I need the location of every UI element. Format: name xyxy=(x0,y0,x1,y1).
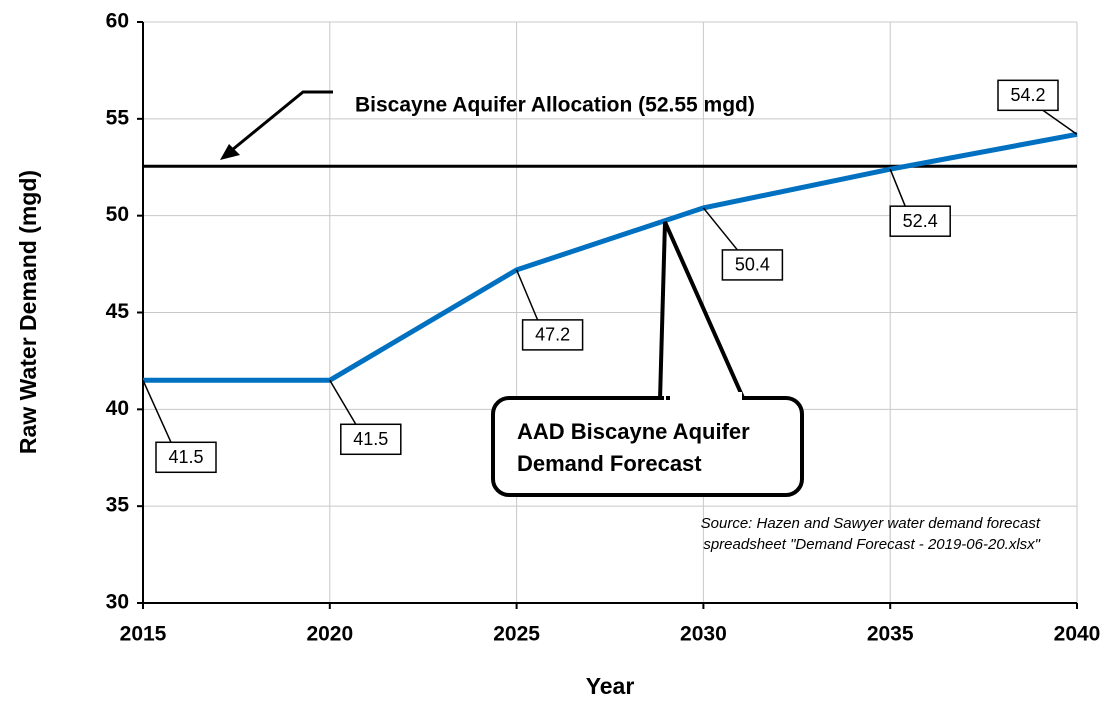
arrow-head xyxy=(220,144,240,160)
callout-gap xyxy=(664,392,742,400)
y-tick-label: 30 xyxy=(106,591,129,614)
callout-text: Demand Forecast xyxy=(517,451,702,476)
label-box xyxy=(721,249,784,281)
y-tick-label: 60 xyxy=(106,10,129,33)
callout-pointer xyxy=(657,221,748,402)
label-box xyxy=(340,423,402,456)
label-leader xyxy=(515,269,539,321)
label-box xyxy=(889,205,951,237)
label-box xyxy=(155,441,217,474)
label-leader xyxy=(1042,109,1078,135)
label-box xyxy=(521,319,584,351)
x-axis-title: Year xyxy=(586,673,635,699)
x-tick-label: 2025 xyxy=(493,623,540,646)
label-box xyxy=(997,79,1059,112)
callout-text: AAD Biscayne Aquifer xyxy=(517,419,750,444)
y-tick-label: 55 xyxy=(106,106,130,129)
data-label: 47.2 xyxy=(535,325,570,345)
x-tick-label: 2030 xyxy=(680,623,727,646)
data-label: 50.4 xyxy=(735,255,770,275)
label-leader xyxy=(329,379,357,425)
y-tick-label: 40 xyxy=(106,397,129,420)
y-tick-label: 50 xyxy=(106,203,129,226)
x-tick-label: 2035 xyxy=(867,623,914,646)
label-leader xyxy=(142,379,172,443)
y-tick-label: 35 xyxy=(106,494,130,517)
label-leader xyxy=(702,207,738,251)
data-label: 41.5 xyxy=(168,447,203,467)
y-tick-label: 45 xyxy=(106,300,130,323)
label-leader xyxy=(889,168,906,207)
data-label: 52.4 xyxy=(903,211,938,231)
y-axis-title: Raw Water Demand (mgd) xyxy=(15,170,41,454)
x-tick-label: 2020 xyxy=(306,623,353,646)
source-note: Source: Hazen and Sawyer water demand fo… xyxy=(701,515,1041,532)
source-note: spreadsheet "Demand Forecast - 2019-06-2… xyxy=(703,536,1040,553)
data-label: 54.2 xyxy=(1010,85,1045,105)
data-label: 41.5 xyxy=(353,429,388,449)
data-line xyxy=(143,131,1078,383)
x-tick-label: 2015 xyxy=(120,623,167,646)
reference-arrow xyxy=(231,90,333,152)
reference-label: Biscayne Aquifer Allocation (52.55 mgd) xyxy=(355,94,755,117)
x-tick-label: 2040 xyxy=(1054,623,1101,646)
callout-box xyxy=(491,396,804,497)
